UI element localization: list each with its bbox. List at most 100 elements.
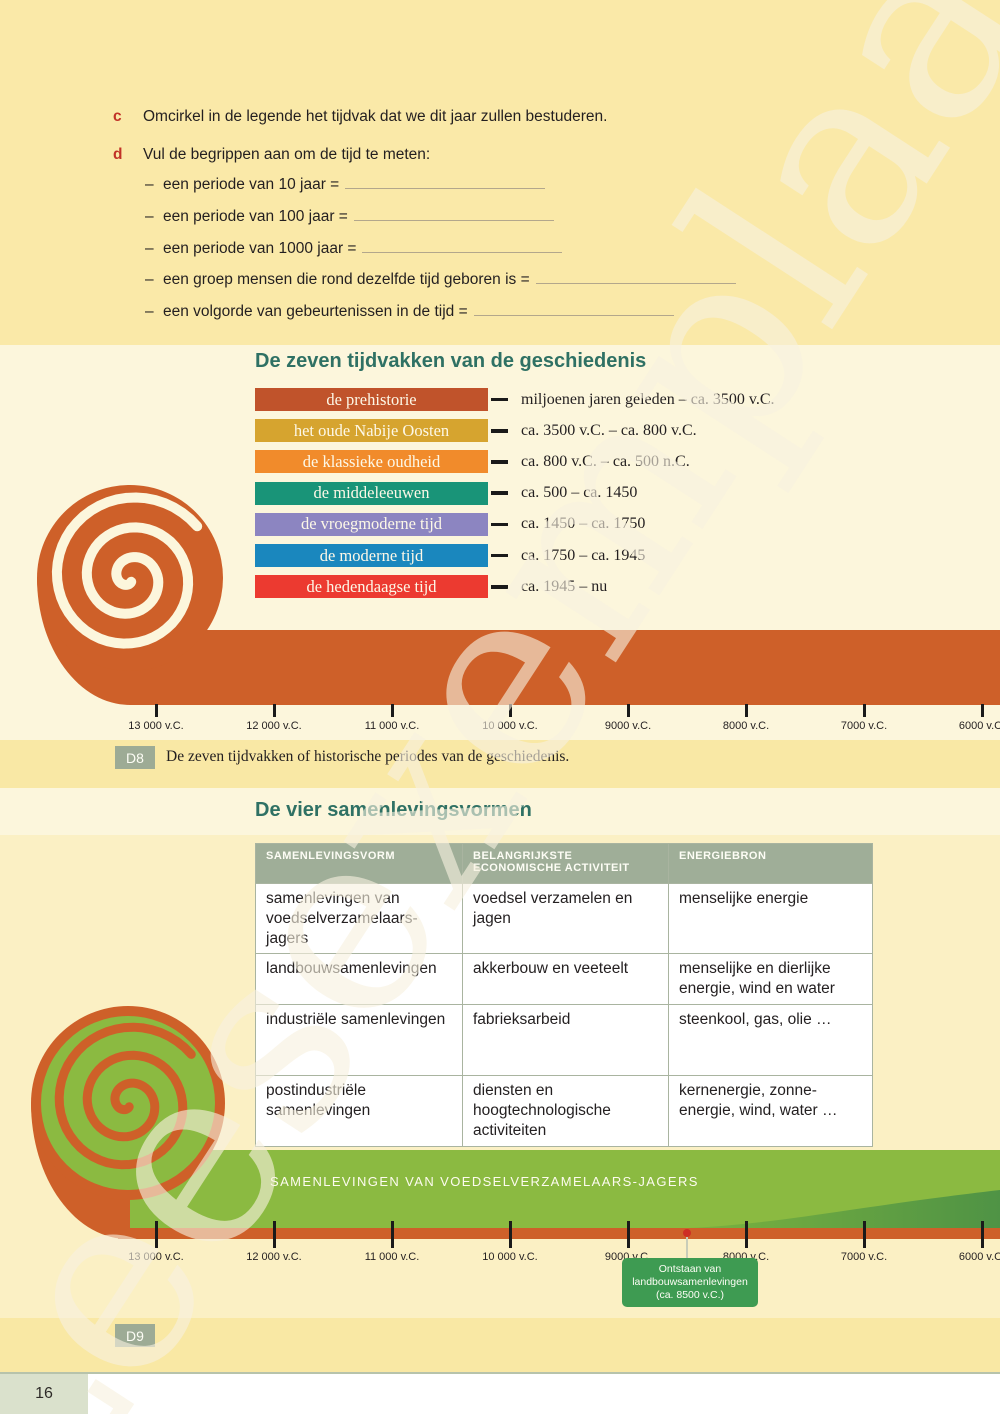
era-color-bar: de moderne tijd [255,544,488,568]
era-label: de prehistorie [326,389,417,409]
exercise-d-item-text: een periode van 10 jaar = [163,176,340,193]
cell-energy-source: steenkool, gas, olie … [668,1004,873,1077]
exercise-d-item-text: een periode van 100 jaar = [163,207,348,225]
exercise-c-text: Omcirkel in de legende het tijdvak dat w… [143,108,608,125]
event-marker-dot [683,1229,691,1237]
figure-label-badge: D9 [115,1324,155,1347]
callout-pointer-line [686,1237,688,1259]
exercise-c: c Omcirkel in de legende het tijdvak dat … [113,108,607,126]
tick-label: 6000 v.C. [958,1251,1000,1263]
era-legend-row: de vroegmoderne tijd ca. 1450 – ca. 1750 [255,509,775,540]
tick-label: 11 000 v.C. [364,720,420,732]
spiral-timeline-prehistory [37,485,1000,705]
callout-line-2: landbouwsamenlevingen [632,1276,748,1288]
era-color-bar: het oude Nabije Oosten [255,419,488,443]
cell-society-form: postindustriële samenlevingen [255,1075,463,1147]
cell-energy-source: kernenergie, zonne-energie, wind, water … [668,1075,873,1147]
tick: 12 000 v.C. [215,704,333,732]
figure-caption-text: De zeven tijdvakken of historische perio… [166,748,570,765]
tick-label: 9000 v.C. [604,720,652,732]
tick: 13 000 v.C. [97,704,215,732]
column-header-activity: BELANGRIJKSTE ECONOMISCHE ACTIVITEIT [462,843,669,884]
exercise-d-item-text: een volgorde van gebeurtenissen in de ti… [163,303,468,321]
fill-in-blank-line [362,241,563,253]
exercise-d-item-text: een periode van 1000 jaar = [163,239,357,257]
spiral-timeline-societies [30,1006,1000,1240]
legend-dash [491,584,508,589]
background-band-caption-d9 [0,1318,1000,1372]
era-legend-row: de middeleeuwen ca. 500 – ca. 1450 [255,478,775,509]
tick: 10 000 v.C. [451,704,569,732]
tick: 10 000 v.C. [451,1221,569,1263]
table-header-row: SAMENLEVINGSVORM BELANGRIJKSTE ECONOMISC… [255,843,873,884]
era-label: de hedendaagse tijd [306,576,437,596]
tick: 8000 v.C. [687,1221,805,1263]
tick: 6000 v.C. [923,1221,1000,1263]
tick-mark [154,704,158,717]
tick: 12 000 v.C. [215,1221,333,1263]
tick-mark [154,1221,158,1248]
tick: 9000 v.C. [569,1221,687,1263]
band-label-hunter-gatherers: SAMENLEVINGEN VAN VOEDSELVERZAMELAARS-JA… [270,1174,699,1189]
exercise-d-item: – een groep mensen die rond dezelfde tijd… [145,271,736,303]
era-legend-row: het oude Nabije Oosten ca. 3500 v.C. – c… [255,415,775,446]
timeline2-ticks: 13 000 v.C. 12 000 v.C. 11 000 v.C. 10 0… [97,1221,1000,1263]
tick-mark [272,1221,276,1248]
table-row: landbouwsamenlevingen akkerbouw en veete… [255,953,873,1006]
tick-mark [744,704,748,717]
tick-label: 10 000 v.C. [482,720,538,732]
era-legend-row: de hedendaagse tijd ca. 1945 – nu [255,571,775,602]
fill-in-blank-line [353,209,554,221]
tick: 7000 v.C. [805,704,923,732]
section-title-seven-eras: De zeven tijdvakken van de geschiedenis [255,350,647,372]
legend-dash [491,428,508,433]
figure-caption-d9: D9 [115,1324,155,1347]
spiral-groove-icon [54,1022,196,1170]
tick-label: 11 000 v.C. [364,1251,420,1263]
era-date-range: ca. 1750 – ca. 1945 [521,546,646,564]
background-band-top [0,0,1000,345]
era-date-range: ca. 500 – ca. 1450 [521,484,638,502]
era-date-range: ca. 800 v.C. – ca. 500 n.C. [521,452,690,470]
list-dash: – [145,303,154,321]
footer-spacer [88,1374,1000,1414]
tick-label: 7000 v.C. [840,1251,888,1263]
callout-line-3: (ca. 8500 v.C.) [655,1289,725,1301]
cell-economic-activity: diensten en hoogtechnologische activitei… [462,1075,669,1147]
exercise-d-text: Vul de begrippen aan om de tijd te meten… [143,146,431,163]
legend-dash [491,491,508,495]
section-title-society-forms: De vier samenlevingsvormen [255,799,532,821]
tick: 11 000 v.C. [333,704,451,732]
legend-dash [491,460,508,464]
tick-label: 12 000 v.C. [246,720,302,732]
list-dash: – [145,176,154,193]
column-header-energy: ENERGIEBRON [668,843,873,884]
tick-mark [390,1221,394,1248]
exercise-d-items: – een periode van 10 jaar = – een periode … [145,176,736,335]
page-number: 16 [0,1374,88,1414]
society-forms-table: SAMENLEVINGSVORM BELANGRIJKSTE ECONOMISC… [255,843,873,1147]
era-label: de klassieke oudheid [302,451,441,471]
page-footer: 16 [0,1372,1000,1414]
spiral-groove-icon [51,492,203,649]
tick-mark [508,1221,512,1248]
tick: 7000 v.C. [805,1221,923,1263]
era-label: de moderne tijd [319,545,424,565]
list-dash: – [145,239,154,257]
tick-label: 12 000 v.C. [246,1251,302,1263]
era-legend-row: de klassieke oudheid ca. 800 v.C. – ca. … [255,446,775,477]
era-color-bar: de klassieke oudheid [255,450,488,474]
exercise-d-item-text: een groep mensen die rond dezelfde tijd … [163,271,530,289]
era-date-range: ca. 3500 v.C. – ca. 800 v.C. [521,421,697,439]
timeline1-ticks: 13 000 v.C. 12 000 v.C. 11 000 v.C. 10 0… [97,704,1000,732]
tick-mark [626,1221,630,1248]
tick-label: 8000 v.C. [722,720,770,732]
legend-dash [491,553,508,558]
table-row: samenlevingen van voedselverzamelaars-ja… [255,882,873,955]
tick-mark [272,704,276,717]
legend-dash [491,522,508,527]
exercise-c-letter: c [113,108,122,125]
cell-energy-source: menselijke energie [668,882,873,955]
tick-mark [980,1221,984,1248]
